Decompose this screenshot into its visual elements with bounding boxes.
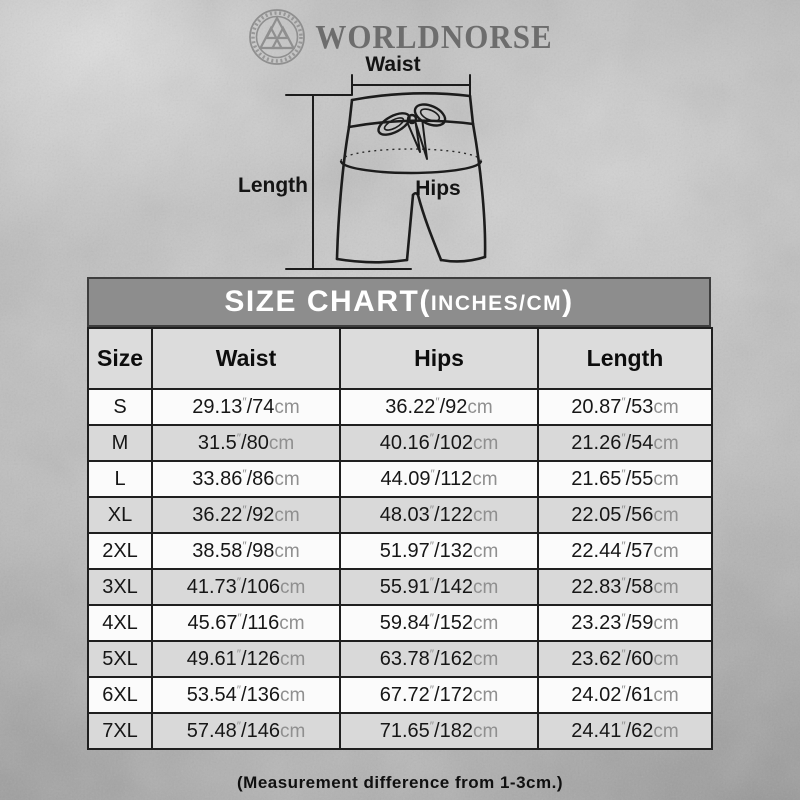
hips-cell: 55.91″/142cm	[339, 568, 539, 606]
table-row: 2XL 38.58″/98cm 51.97″/132cm 22.44″/57cm	[87, 532, 713, 570]
table-row: XL 36.22″/92cm 48.03″/122cm 22.05″/56cm	[87, 496, 713, 534]
brand-name: WORLDNORSE	[315, 17, 553, 56]
size-chart-title-bar: SIZE CHART(INCHES/CM)	[87, 277, 711, 327]
length-label: Length	[238, 174, 308, 197]
title-close: )	[562, 285, 574, 318]
length-cell: 23.23″/59cm	[537, 604, 713, 642]
hips-cell: 48.03″/122cm	[339, 496, 539, 534]
col-header-waist: Waist	[151, 327, 341, 390]
hips-cell: 51.97″/132cm	[339, 532, 539, 570]
shorts-outline	[335, 91, 487, 264]
length-cell: 24.41″/62cm	[537, 712, 713, 750]
title-units: INCHES/CM	[430, 291, 563, 315]
length-cell: 22.44″/57cm	[537, 532, 713, 570]
waist-cell: 49.61″/126cm	[151, 640, 341, 678]
table-row: S 29.13″/74cm 36.22″/92cm 20.87″/53cm	[87, 388, 713, 426]
waist-cell: 29.13″/74cm	[151, 388, 341, 426]
size-cell: 5XL	[87, 640, 153, 678]
hips-line-back	[340, 148, 482, 162]
hips-cell: 44.09″/112cm	[339, 460, 539, 498]
size-table-body: S 29.13″/74cm 36.22″/92cm 20.87″/53cm M …	[87, 388, 713, 750]
size-cell: S	[87, 388, 153, 426]
waist-cell: 53.54″/136cm	[151, 676, 341, 714]
hips-cell: 59.84″/152cm	[339, 604, 539, 642]
size-cell: 2XL	[87, 532, 153, 570]
size-cell: L	[87, 460, 153, 498]
waist-cell: 45.67″/116cm	[151, 604, 341, 642]
hips-cell: 40.16″/102cm	[339, 424, 539, 462]
size-table-header: Size Waist Hips Length	[87, 327, 713, 390]
measurement-footnote: (Measurement difference from 1-3cm.)	[237, 773, 563, 792]
length-cell: 21.65″/55cm	[537, 460, 713, 498]
size-cell: XL	[87, 496, 153, 534]
size-cell: M	[87, 424, 153, 462]
size-table: Size Waist Hips Length S 29.13″/74cm 36.…	[87, 327, 713, 750]
col-header-hips: Hips	[339, 327, 539, 390]
waist-label: Waist	[365, 53, 420, 76]
size-cell: 6XL	[87, 676, 153, 714]
hips-cell: 71.65″/182cm	[339, 712, 539, 750]
col-header-size: Size	[87, 327, 153, 390]
hips-label: Hips	[415, 177, 461, 200]
table-row: M 31.5″/80cm 40.16″/102cm 21.26″/54cm	[87, 424, 713, 462]
size-cell: 7XL	[87, 712, 153, 750]
waist-cell: 38.58″/98cm	[151, 532, 341, 570]
table-row: 6XL 53.54″/136cm 67.72″/172cm 24.02″/61c…	[87, 676, 713, 714]
table-row: 5XL 49.61″/126cm 63.78″/162cm 23.62″/60c…	[87, 640, 713, 678]
hips-line-front	[339, 160, 483, 175]
valknut-logo-icon	[249, 9, 306, 65]
waist-cell: 36.22″/92cm	[151, 496, 341, 534]
waist-cell: 57.48″/146cm	[151, 712, 341, 750]
shorts-measurement-diagram: Waist Length Hips	[238, 53, 487, 270]
size-cell: 4XL	[87, 604, 153, 642]
table-row: 7XL 57.48″/146cm 71.65″/182cm 24.41″/62c…	[87, 712, 713, 750]
measurement-lines	[285, 74, 471, 270]
drawstring-bow	[377, 103, 447, 160]
waist-cell: 33.86″/86cm	[151, 460, 341, 498]
length-cell: 22.05″/56cm	[537, 496, 713, 534]
length-cell: 20.87″/53cm	[537, 388, 713, 426]
length-cell: 24.02″/61cm	[537, 676, 713, 714]
brand-header: WORLDNORSE	[0, 8, 800, 66]
header-row: Size Waist Hips Length	[87, 327, 713, 390]
length-cell: 22.83″/58cm	[537, 568, 713, 606]
table-row: L 33.86″/86cm 44.09″/112cm 21.65″/55cm	[87, 460, 713, 498]
table-row: 4XL 45.67″/116cm 59.84″/152cm 23.23″/59c…	[87, 604, 713, 642]
hips-cell: 67.72″/172cm	[339, 676, 539, 714]
waist-cell: 31.5″/80cm	[151, 424, 341, 462]
title-main: SIZE CHART(	[224, 285, 431, 318]
table-row: 3XL 41.73″/106cm 55.91″/142cm 22.83″/58c…	[87, 568, 713, 606]
length-cell: 23.62″/60cm	[537, 640, 713, 678]
length-cell: 21.26″/54cm	[537, 424, 713, 462]
col-header-length: Length	[537, 327, 713, 390]
hips-cell: 63.78″/162cm	[339, 640, 539, 678]
size-cell: 3XL	[87, 568, 153, 606]
waist-cell: 41.73″/106cm	[151, 568, 341, 606]
hips-cell: 36.22″/92cm	[339, 388, 539, 426]
